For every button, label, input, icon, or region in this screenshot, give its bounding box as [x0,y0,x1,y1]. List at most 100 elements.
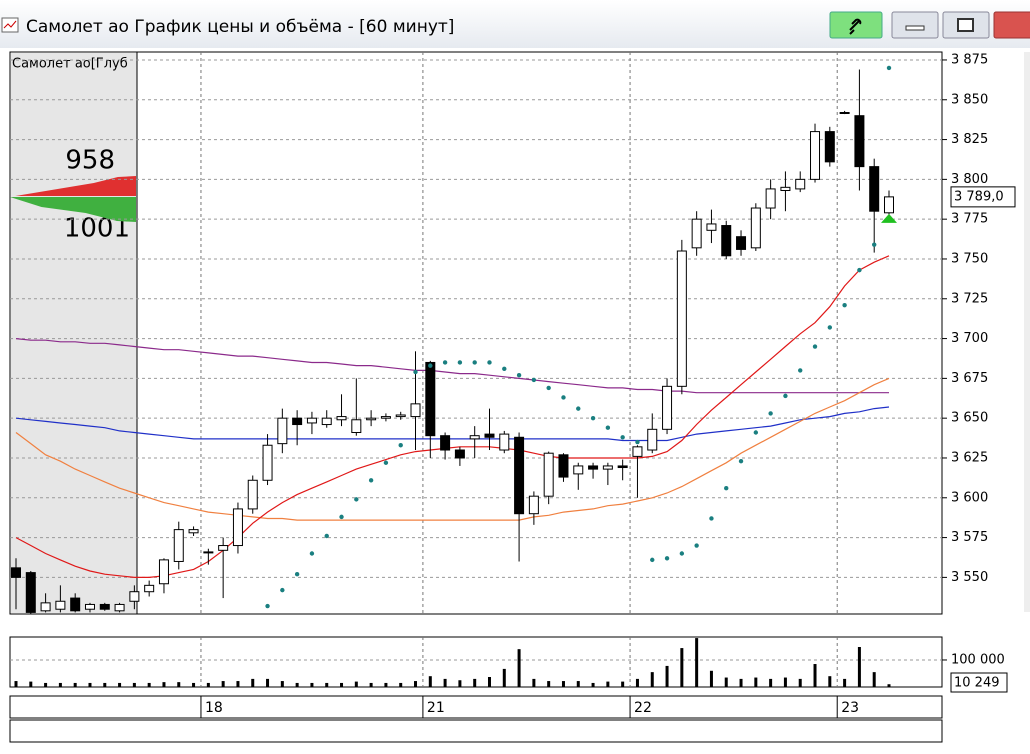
sar-dot [398,443,403,448]
volume-bar [414,681,418,687]
candle-body [232,508,243,547]
candle-body [662,385,673,430]
last-price-label: 3 789,0 [954,189,1004,204]
candle-body [780,186,791,192]
candle-body [25,572,36,613]
indicator-line [15,406,890,442]
volume-bar [14,681,18,687]
candle-body [99,603,110,610]
minimize-button[interactable] [891,11,939,39]
candle-body [395,414,406,418]
sar-dot [546,385,551,391]
volume-bar [561,681,565,687]
y-tick-label: 3 650 [951,411,988,426]
y-tick-label: 3 725 [951,291,988,306]
candle-body [410,403,421,418]
y-tick-label: 3 850 [951,92,988,107]
volume-bar [487,677,491,687]
candle-body [70,597,81,612]
window-title: Самолет ао График цены и объёма - [60 ми… [26,17,454,37]
sar-dot [886,65,892,71]
candle-body [292,417,303,426]
sar-dot [605,425,611,430]
volume-bar [532,678,536,687]
candle-body [173,529,184,562]
y-tick-label: 3 875 [951,52,988,67]
candle-body [765,188,776,209]
y-tick-label: 3 800 [951,172,988,187]
y-tick-label: 3 775 [951,212,988,227]
volume-bar [132,682,136,687]
candle-body [884,196,894,214]
sar-dot [872,242,877,247]
volume-bar [236,681,240,687]
candle-body [469,435,480,440]
volume-bar [147,682,151,687]
candle-body [824,131,835,163]
link-icon [849,18,862,35]
volume-bar [517,649,521,687]
volume-bar [354,681,358,687]
y-tick-label: 3 825 [951,132,988,147]
date-label: 22 [634,700,652,716]
sar-dot [842,302,847,308]
date-label: 23 [841,700,859,716]
candle-body [543,452,554,497]
candle-body [839,111,850,114]
volume-bar [266,678,270,687]
y-tick-label: 3 625 [951,450,988,465]
ask-total: 958 [65,146,115,176]
volume-bar [177,682,181,687]
sar-dot [368,478,374,483]
sar-dot [531,377,537,383]
sar-dot [857,267,862,273]
volume-bar [280,681,284,687]
sar-dot [576,406,581,411]
date-label: 21 [427,700,445,716]
volume-bar [857,647,861,687]
sar-dot [783,393,788,399]
sar-dot [413,369,418,375]
candle-body [721,225,732,257]
y-tick-label: 3 550 [951,570,988,585]
bid-depth [10,197,136,222]
volume-bar [88,682,92,687]
volume-bar [887,684,891,687]
candle-body [188,529,199,534]
candle-body [144,584,155,593]
volume-bar [576,681,580,687]
candle-body [247,479,258,510]
indicator-line [15,338,889,394]
volume-label: 10 249 [954,676,1000,691]
volume-bar [192,682,196,687]
sar-dot [294,571,300,577]
candle-body [499,433,510,451]
volume-bar [828,676,832,687]
candle-body [854,115,865,168]
volume-bar [813,664,817,687]
candle-body [11,567,21,578]
volume-bar [650,672,654,687]
sar-dot [709,516,714,521]
sar-dot [383,460,389,465]
sar-dot [768,411,773,416]
volume-bar [162,682,166,687]
candle-body [647,428,658,451]
candle-body [84,603,95,610]
volume-bar [325,682,329,687]
volume-bar [709,670,713,687]
candle-body [514,436,525,515]
sar-dot [354,497,359,502]
sar-dot [561,395,566,400]
volume-bar [621,681,625,687]
y-tick-label: 3 750 [951,251,988,266]
app-icon [1,17,19,33]
candle-body [484,433,495,438]
close-button[interactable] [993,11,1030,39]
volume-bar [502,668,506,687]
volume-bar [473,678,477,687]
volume-bar [724,677,728,687]
candle-body [558,454,569,478]
candle-body [203,551,214,554]
date-label: 18 [205,700,223,716]
